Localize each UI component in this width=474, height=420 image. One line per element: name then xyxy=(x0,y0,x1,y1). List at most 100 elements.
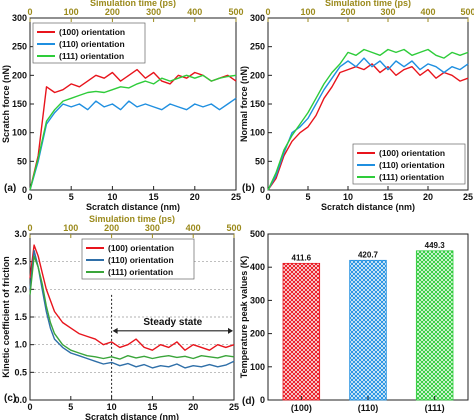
panel-b-series-line-1 xyxy=(267,57,469,191)
panel-d-ytick-label: 0 xyxy=(260,395,265,405)
panel-b-xtick-label: 15 xyxy=(383,192,393,202)
panel-a-xtick-label: 10 xyxy=(107,192,117,202)
panel-b-legend-label-1: (110) orientation xyxy=(379,160,445,170)
panel-b-xlabel: Scratch distance (nm) xyxy=(321,202,415,212)
panel-b-ytick-label: 0 xyxy=(260,185,265,195)
panel-c-xtick-label: 0 xyxy=(27,402,32,412)
panel-a-top-xtick-label: 400 xyxy=(187,7,202,17)
panel-a-legend-label-2: (111) orientation xyxy=(59,51,124,61)
panel-d-ylabel: Temperature peak values (K) xyxy=(239,256,249,378)
panel-a-chart: 0 5 10 15 20 250 100 200 300 400 50005010015020025… xyxy=(1,0,244,212)
panel-b-top-xlabel: Simulation time (ps) xyxy=(325,0,411,8)
panel-b-top-xtick-label: 400 xyxy=(420,7,435,17)
panel-c-chart: 0 5 10 15 20 25 0 100 200 300 400 500 0.0 0.5 1.0 1.5 2.… xyxy=(1,214,242,420)
panel-d-bar xyxy=(282,262,321,401)
panel-c-series-line-1 xyxy=(29,249,235,369)
panel-c-legend-label-0: (100) orientation xyxy=(108,243,174,253)
panel-c-legend-label-2: (111) orientation xyxy=(108,267,173,277)
panel-c-panel-label: (c) xyxy=(4,393,16,404)
panel-a-ytick-label: 300 xyxy=(12,13,27,23)
panel-c-steady-arrow-head-left xyxy=(112,327,118,334)
panel-c-steady-arrow-head-right xyxy=(228,327,233,334)
panel-c-top-xtick-label: 0 xyxy=(27,223,32,233)
panel-c-ytick-label: 0.0 xyxy=(14,395,27,405)
panel-c-ylabel: Kinetic coefficient of friction xyxy=(1,256,11,378)
panel-a-ytick-label: 200 xyxy=(12,70,27,80)
panel-c-xtick-label: 10 xyxy=(107,402,117,412)
panel-d-ytick-label: 400 xyxy=(250,262,265,272)
panel-b-ylabel: Normal force (nN) xyxy=(239,66,249,142)
panel-c-xtick-label: 25 xyxy=(229,402,239,412)
panel-b-ytick-label: 100 xyxy=(250,128,265,138)
panel-c-ytick-label: 3.0 xyxy=(14,229,27,239)
panel-d-bar xyxy=(415,250,454,401)
panel-c-series-line-2 xyxy=(29,255,235,360)
panel-c-ytick-label: 2.5 xyxy=(14,257,27,267)
panel-c-xtick-label: 20 xyxy=(188,402,198,412)
panel-b-xtick-label: 5 xyxy=(305,192,310,202)
panel-d-ytick-label: 100 xyxy=(250,362,265,372)
panel-b-ytick-label: 150 xyxy=(250,99,265,109)
panel-c-top-xlabel: Simulation time (ps) xyxy=(89,214,175,224)
panel-a-top-xtick-label: 300 xyxy=(146,7,161,17)
panel-a-series-line-0 xyxy=(29,68,237,191)
panel-b-xtick-label: 10 xyxy=(343,192,353,202)
panel-a-ytick-label: 150 xyxy=(12,99,27,109)
panel-b-xtick-label: 25 xyxy=(463,192,473,202)
panel-b-chart: 0 5 10 15 20 250 100 200 300 400 50005010015020025… xyxy=(239,0,474,212)
panel-b-ytick-label: 200 xyxy=(250,70,265,80)
panel-a-top-xtick-label: 0 xyxy=(27,7,32,17)
panel-b-series-line-0 xyxy=(267,63,469,191)
panel-b-xtick-label: 20 xyxy=(423,192,433,202)
panel-c-top-xtick-label: 500 xyxy=(226,223,241,233)
panel-a-top-xlabel: Simulation time (ps) xyxy=(90,0,176,8)
panel-c-ytick-label: 0.5 xyxy=(14,367,27,377)
panel-c-xtick-label: 5 xyxy=(68,402,73,412)
panel-d-category-label: (110) xyxy=(358,403,379,413)
panel-b-top-xtick-label: 200 xyxy=(340,7,355,17)
panel-a-panel-label: (a) xyxy=(4,183,16,194)
panel-d-ytick-label: 300 xyxy=(250,295,265,305)
panel-b-top-xtick-label: 300 xyxy=(380,7,395,17)
panel-a-series-line-1 xyxy=(29,97,237,191)
panel-c-ytick-label: 2.0 xyxy=(14,284,27,294)
panel-d-bar xyxy=(349,259,387,401)
panel-b-ytick-label: 300 xyxy=(250,13,265,23)
panel-a-top-xtick-label: 500 xyxy=(228,7,243,17)
panel-b-series-line-2 xyxy=(267,48,469,191)
panel-a-top-xtick-label: 100 xyxy=(64,7,79,17)
panel-c-top-xtick-label: 400 xyxy=(186,223,201,233)
panel-a-xtick-label: 0 xyxy=(27,192,32,202)
panel-a-xtick-label: 25 xyxy=(231,192,241,202)
panel-b-legend-label-0: (100) orientation xyxy=(379,148,445,158)
panel-b-ytick-label: 250 xyxy=(250,42,265,52)
panel-a-ytick-label: 100 xyxy=(12,128,27,138)
panel-c-top-xtick-label: 300 xyxy=(145,223,160,233)
panel-d-panel-label: (d) xyxy=(242,396,255,407)
panel-a-xlabel: Scratch distance (nm) xyxy=(86,202,180,212)
panel-a-xtick-label: 15 xyxy=(149,192,159,202)
panel-c-top-xtick-label: 200 xyxy=(104,223,119,233)
panel-b-panel-label: (b) xyxy=(242,183,255,194)
panel-a-ylabel: Scratch force (nN) xyxy=(1,65,11,143)
panel-d-chart: 0 100 200 300 400 500 Temperature peak values … xyxy=(239,229,469,413)
panel-c-ytick-label: 1.5 xyxy=(14,312,27,322)
panel-c-xlabel: Scratch distance (nm) xyxy=(85,412,179,420)
panel-c-series-line-0 xyxy=(29,244,235,351)
panel-a-xtick-label: 5 xyxy=(69,192,74,202)
panel-b-top-xtick-label: 100 xyxy=(300,7,315,17)
panel-d-category-label: (111) xyxy=(425,403,445,413)
panel-b-top-xtick-label: 500 xyxy=(460,7,474,17)
panel-d-category-label: (100) xyxy=(291,403,312,413)
panel-a-series-line-2 xyxy=(29,74,237,191)
panel-d-ytick-label: 500 xyxy=(250,229,265,239)
panel-c-xtick-label: 15 xyxy=(147,402,157,412)
panel-a-legend-label-0: (100) orientation xyxy=(59,27,125,37)
panel-d-value-label: 449.3 xyxy=(425,241,446,250)
panel-c-ytick-label: 1.0 xyxy=(14,340,27,350)
panel-a-xtick-label: 20 xyxy=(190,192,200,202)
panel-b-ytick-label: 50 xyxy=(255,156,265,166)
panel-a-top-xtick-label: 200 xyxy=(105,7,120,17)
panel-d-ytick-label: 200 xyxy=(250,329,265,339)
